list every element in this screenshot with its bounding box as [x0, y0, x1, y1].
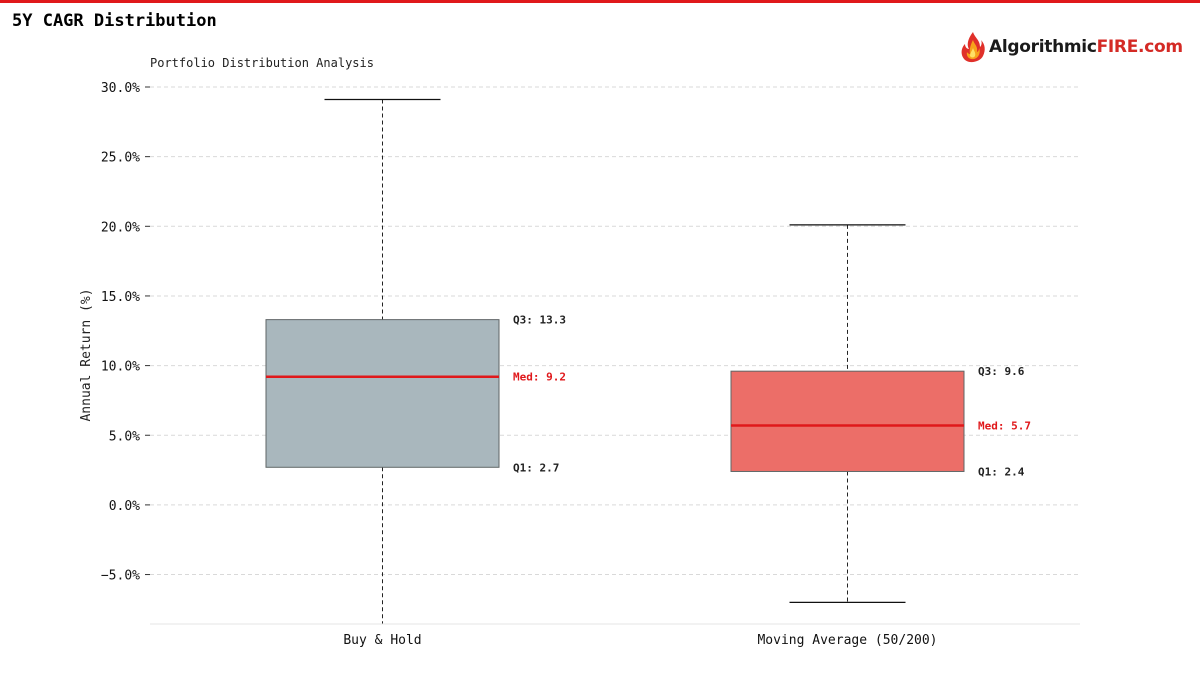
box-series: Q3: 13.3 Med: 9.2 Q1: 2.7 Q3: 9.6 Med: 5.7 Q1…	[265, 98, 1031, 624]
y-axis: −5.0% 0.0% 5.0% 10.0% 15.0% 20.0% 25.0% 30.0%	[101, 81, 150, 584]
chart-title: Portfolio Distribution Analysis	[150, 56, 374, 70]
y-tick-label: 25.0%	[101, 151, 140, 166]
brand-name: AlgorithmicFIRE.com	[989, 37, 1183, 57]
y-tick-label: 15.0%	[101, 290, 140, 305]
q1-label: Q1: 2.7	[513, 461, 559, 474]
q3-label: Q3: 13.3	[513, 314, 566, 327]
brand-logo[interactable]: AlgorithmicFIRE.com	[960, 30, 1183, 64]
x-tick-label: Moving Average (50/200)	[757, 633, 937, 648]
q1-label: Q1: 2.4	[978, 465, 1025, 478]
iqr-box	[265, 319, 500, 468]
y-tick-label: 10.0%	[101, 360, 140, 375]
box-0: Q3: 13.3 Med: 9.2 Q1: 2.7	[265, 98, 566, 624]
q3-label: Q3: 9.6	[978, 365, 1025, 378]
iqr-box	[730, 370, 965, 472]
y-tick-label: 5.0%	[109, 429, 140, 444]
box-1: Q3: 9.6 Med: 5.7 Q1: 2.4	[730, 224, 1031, 604]
y-tick-label: 30.0%	[101, 81, 140, 96]
brand-name-accent: FIRE.com	[1096, 37, 1183, 57]
x-tick-label: Buy & Hold	[343, 633, 421, 648]
brand-name-main: Algorithmic	[989, 37, 1097, 57]
y-axis-label: Annual Return (%)	[79, 288, 94, 421]
y-tick-label: 20.0%	[101, 220, 140, 235]
top-accent-rule	[0, 0, 1200, 3]
x-axis: Buy & Hold Moving Average (50/200)	[150, 623, 1080, 648]
median-label: Med: 5.7	[978, 419, 1031, 432]
page-title: 5Y CAGR Distribution	[12, 11, 217, 31]
median-label: Med: 9.2	[513, 371, 566, 384]
flame-icon	[961, 32, 985, 63]
y-tick-label: −5.0%	[101, 569, 140, 584]
y-tick-label: 0.0%	[109, 499, 140, 514]
